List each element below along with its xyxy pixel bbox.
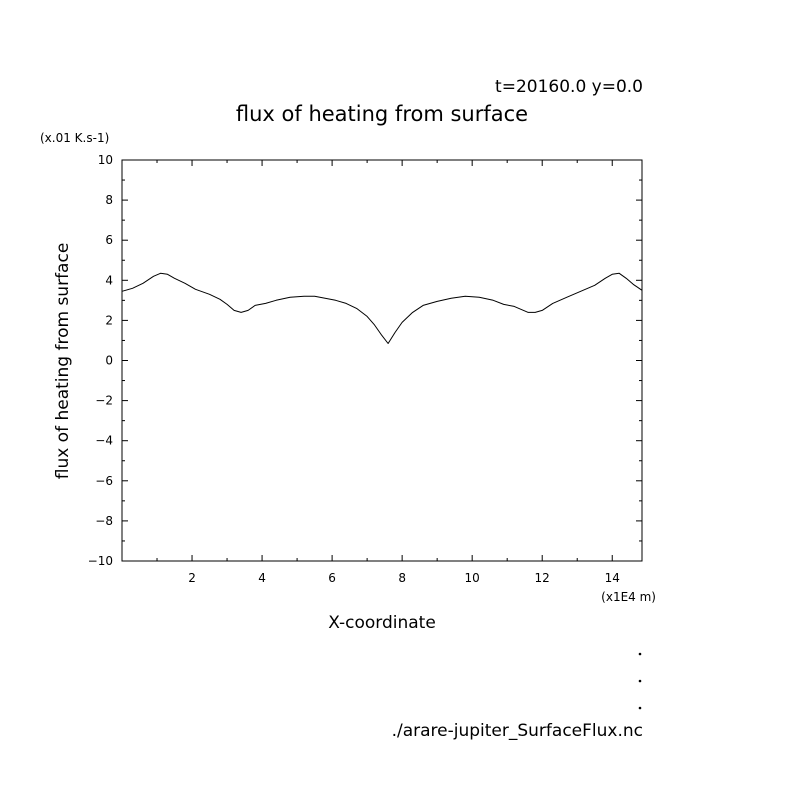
x-tick-label: 8 — [398, 571, 406, 585]
y-axis-label: flux of heating from surface — [53, 243, 73, 480]
y-tick-label: −8 — [95, 514, 113, 528]
x-unit-label: (x1E4 m) — [601, 590, 656, 604]
y-tick-label: −4 — [95, 434, 113, 448]
y-tick-label: 10 — [98, 153, 113, 167]
y-unit-label: (x.01 K.s-1) — [40, 131, 109, 145]
x-tick-label: 6 — [328, 571, 336, 585]
y-tick-label: −6 — [95, 474, 113, 488]
y-tick-label: 6 — [105, 233, 113, 247]
y-tick-label: −10 — [88, 554, 113, 568]
x-tick-label: 10 — [465, 571, 480, 585]
x-tick-label: 2 — [188, 571, 196, 585]
x-tick-label: 14 — [605, 571, 620, 585]
y-axis-ticks: −10 −8 −6 −4 −2 0 2 4 6 8 10 — [88, 153, 642, 568]
x-axis-ticks: 2 4 6 8 10 12 14 — [156, 160, 620, 585]
dot-marker-1 — [638, 652, 642, 656]
plot-frame — [121, 159, 643, 562]
y-tick-label: 2 — [105, 313, 113, 327]
x-tick-label: 12 — [535, 571, 550, 585]
chart-title: flux of heating from surface — [236, 102, 528, 126]
y-tick-label: 8 — [105, 193, 113, 207]
footer-filename: ./arare-jupiter_SurfaceFlux.nc — [392, 721, 643, 741]
header-info: t=20160.0 y=0.0 — [495, 77, 643, 97]
y-tick-label: 0 — [105, 354, 113, 368]
x-tick-label: 4 — [258, 571, 266, 585]
y-tick-label: 4 — [105, 273, 113, 287]
series-line — [121, 272, 643, 344]
y-tick-label: −2 — [95, 394, 113, 408]
series-layer — [121, 272, 643, 344]
dot-marker-3 — [638, 706, 642, 710]
dot-marker-2 — [638, 679, 642, 683]
x-axis-label: X-coordinate — [328, 613, 436, 633]
